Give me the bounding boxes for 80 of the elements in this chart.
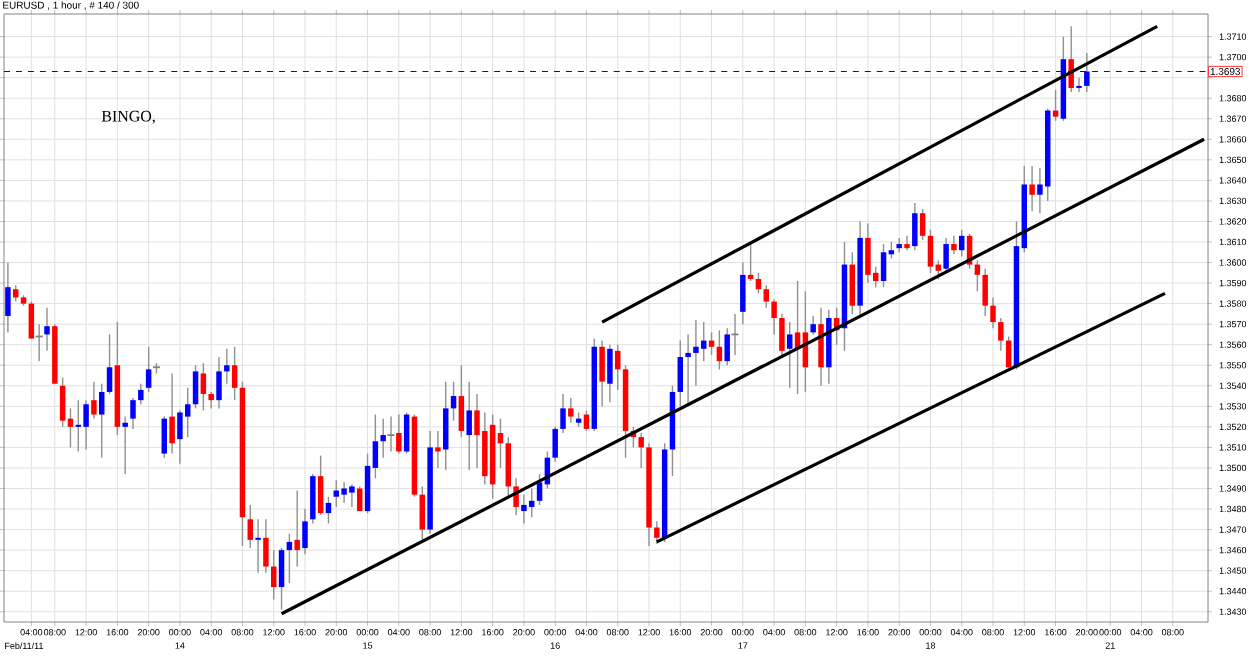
candlestick	[568, 397, 574, 424]
candlestick	[91, 380, 97, 420]
candlestick	[44, 307, 50, 352]
candlestick	[255, 518, 261, 574]
candlestick	[521, 493, 527, 525]
candlestick	[28, 300, 35, 340]
candlestick	[177, 409, 183, 465]
candlestick	[990, 296, 996, 329]
candlestick	[560, 393, 566, 434]
candlestick	[724, 327, 730, 366]
candlestick	[403, 411, 410, 455]
candlestick	[607, 344, 613, 403]
candlestick	[458, 364, 465, 438]
candlestick	[951, 235, 957, 256]
candlestick	[419, 485, 426, 541]
candlestick	[763, 284, 770, 309]
candlestick	[880, 243, 887, 288]
candlestick	[130, 397, 136, 430]
candlestick	[443, 380, 449, 471]
candlestick	[224, 348, 230, 385]
candlestick	[75, 399, 82, 453]
candlestick	[998, 317, 1004, 352]
candlestick	[1029, 165, 1035, 212]
candlestick	[693, 319, 699, 387]
candlestick	[599, 339, 605, 408]
candlestick	[161, 415, 168, 459]
candlestick	[740, 261, 746, 325]
candlestick	[263, 518, 269, 574]
candlestick	[943, 237, 949, 274]
candlestick	[349, 483, 355, 508]
candlestick	[386, 415, 396, 453]
candlestick	[552, 426, 558, 463]
candlestick	[1068, 25, 1074, 93]
candlestick	[896, 237, 902, 253]
candlestick	[810, 315, 816, 336]
candlestick	[247, 504, 254, 549]
candlestick	[145, 346, 152, 393]
candlestick	[59, 376, 66, 428]
candlestick	[294, 489, 300, 568]
candlestick	[482, 411, 488, 486]
candlestick	[106, 333, 113, 395]
candlestick	[1076, 76, 1082, 93]
candlestick	[216, 356, 222, 410]
candlestick	[231, 346, 238, 401]
candlestick	[317, 454, 324, 516]
candlestick	[982, 268, 988, 317]
candlestick	[787, 321, 793, 389]
candlestick	[302, 508, 308, 555]
candlestick	[310, 473, 316, 525]
candlestick	[865, 222, 871, 284]
candlestick	[654, 520, 660, 545]
candlestick	[5, 261, 11, 334]
candlestick	[200, 362, 207, 412]
candlestick	[927, 228, 934, 274]
candlestick	[505, 436, 512, 498]
candlestick	[396, 413, 402, 455]
candlestick	[904, 235, 910, 251]
candlestick	[341, 481, 347, 504]
candlestick	[184, 387, 191, 438]
candlestick	[98, 383, 105, 459]
candlestick	[818, 307, 824, 387]
candlestick	[771, 298, 777, 336]
candlestick	[919, 208, 926, 241]
candlestick	[138, 383, 144, 405]
candlestick	[380, 417, 386, 459]
candlestick	[169, 372, 175, 455]
candlestick	[685, 333, 691, 408]
candlestick	[466, 380, 472, 471]
candlestick	[192, 364, 199, 410]
candlestick	[474, 393, 480, 469]
candlestick	[849, 251, 856, 315]
candlestick	[278, 547, 285, 611]
candlestick	[912, 202, 918, 251]
candlestick	[638, 432, 644, 469]
candlestick	[356, 485, 363, 512]
candlestick	[122, 415, 128, 475]
candlestick	[435, 430, 441, 469]
candlestick	[677, 339, 684, 408]
candlestick	[83, 399, 89, 451]
candlestick	[779, 313, 785, 358]
